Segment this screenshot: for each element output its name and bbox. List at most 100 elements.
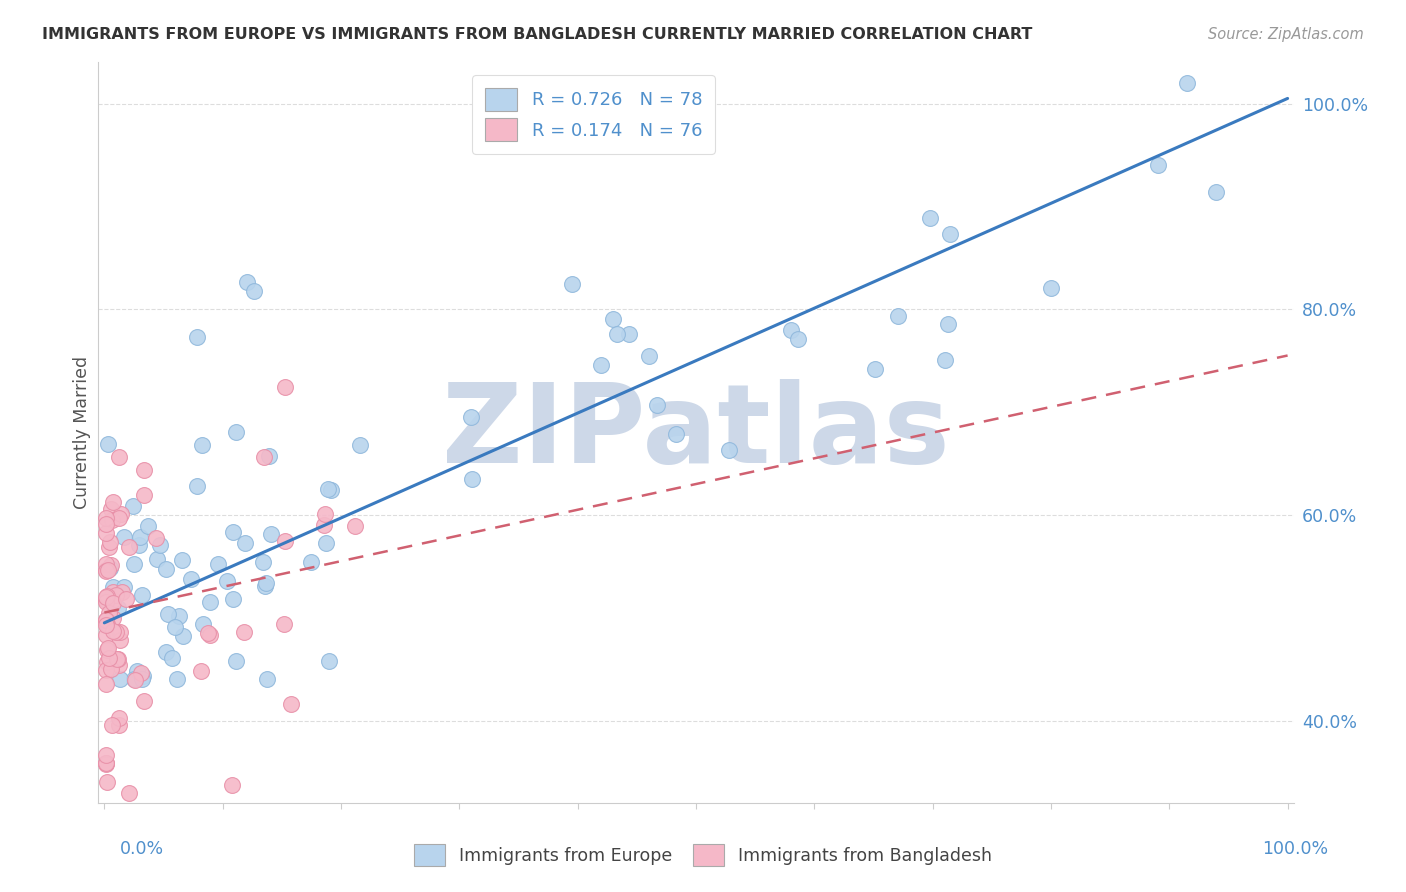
Point bbox=[169, 609, 191, 624]
Point bbox=[107, 511, 129, 525]
Text: ZIPatlas: ZIPatlas bbox=[441, 379, 950, 486]
Point bbox=[117, 540, 139, 554]
Point bbox=[127, 664, 149, 678]
Point bbox=[207, 558, 229, 572]
Point bbox=[314, 508, 336, 522]
Point bbox=[939, 227, 962, 241]
Point bbox=[132, 669, 155, 683]
Point bbox=[122, 673, 145, 687]
Point bbox=[108, 673, 131, 687]
Point bbox=[103, 624, 125, 639]
Point bbox=[233, 625, 256, 640]
Point bbox=[97, 541, 120, 555]
Point bbox=[602, 312, 624, 326]
Point bbox=[108, 718, 131, 732]
Point bbox=[1040, 281, 1063, 295]
Text: Source: ZipAtlas.com: Source: ZipAtlas.com bbox=[1208, 27, 1364, 42]
Point bbox=[112, 580, 135, 594]
Text: 100.0%: 100.0% bbox=[1263, 840, 1329, 858]
Point bbox=[122, 557, 145, 571]
Point bbox=[136, 519, 159, 533]
Point bbox=[96, 628, 118, 642]
Point bbox=[108, 710, 131, 724]
Point bbox=[101, 593, 124, 607]
Point bbox=[321, 483, 343, 498]
Point bbox=[103, 495, 125, 509]
Point bbox=[103, 611, 125, 625]
Point bbox=[155, 644, 177, 658]
Point bbox=[114, 591, 136, 606]
Point bbox=[186, 330, 208, 344]
Point bbox=[146, 551, 169, 566]
Point bbox=[124, 673, 146, 687]
Point bbox=[561, 277, 583, 292]
Point bbox=[132, 694, 155, 708]
Point bbox=[664, 426, 686, 441]
Point bbox=[280, 697, 302, 711]
Point bbox=[200, 628, 222, 642]
Point bbox=[197, 625, 219, 640]
Point bbox=[934, 352, 956, 367]
Point bbox=[112, 530, 135, 544]
Point bbox=[97, 563, 120, 577]
Point bbox=[637, 350, 659, 364]
Point bbox=[349, 437, 371, 451]
Point bbox=[128, 538, 150, 552]
Point bbox=[104, 588, 127, 602]
Point bbox=[98, 560, 121, 574]
Point bbox=[94, 618, 117, 632]
Point bbox=[190, 664, 212, 678]
Point bbox=[108, 450, 131, 465]
Point bbox=[96, 589, 118, 603]
Point bbox=[606, 327, 628, 342]
Point bbox=[222, 524, 245, 539]
Point bbox=[111, 584, 134, 599]
Point bbox=[96, 643, 118, 657]
Point bbox=[225, 425, 247, 439]
Point bbox=[1147, 158, 1170, 172]
Legend: Immigrants from Europe, Immigrants from Bangladesh: Immigrants from Europe, Immigrants from … bbox=[406, 838, 1000, 872]
Point bbox=[222, 592, 245, 607]
Point bbox=[243, 284, 266, 298]
Point bbox=[101, 584, 124, 599]
Point bbox=[617, 326, 640, 341]
Point bbox=[107, 652, 129, 666]
Point bbox=[96, 774, 118, 789]
Point bbox=[94, 563, 117, 577]
Point bbox=[260, 527, 283, 541]
Point bbox=[100, 502, 122, 516]
Point bbox=[299, 555, 322, 569]
Point bbox=[172, 629, 194, 643]
Point bbox=[274, 380, 297, 394]
Point bbox=[920, 211, 942, 225]
Point bbox=[221, 778, 243, 792]
Point bbox=[1205, 185, 1227, 199]
Point bbox=[94, 557, 117, 571]
Point bbox=[887, 309, 910, 323]
Point bbox=[97, 650, 120, 665]
Point bbox=[786, 332, 808, 346]
Point bbox=[101, 717, 124, 731]
Point bbox=[461, 472, 484, 486]
Point bbox=[94, 591, 117, 605]
Point bbox=[98, 535, 121, 549]
Point bbox=[96, 613, 118, 627]
Text: IMMIGRANTS FROM EUROPE VS IMMIGRANTS FROM BANGLADESH CURRENTLY MARRIED CORRELATI: IMMIGRANTS FROM EUROPE VS IMMIGRANTS FRO… bbox=[42, 27, 1032, 42]
Point bbox=[94, 676, 117, 690]
Point bbox=[100, 558, 122, 573]
Point bbox=[149, 538, 172, 552]
Point bbox=[96, 656, 118, 670]
Point bbox=[108, 632, 131, 647]
Point bbox=[253, 579, 276, 593]
Point bbox=[257, 449, 280, 463]
Point bbox=[256, 673, 278, 687]
Point bbox=[100, 662, 122, 676]
Point bbox=[94, 594, 117, 608]
Point bbox=[94, 747, 117, 762]
Point bbox=[97, 640, 120, 655]
Y-axis label: Currently Married: Currently Married bbox=[73, 356, 91, 509]
Point bbox=[94, 756, 117, 771]
Point bbox=[186, 479, 208, 493]
Point bbox=[132, 463, 155, 477]
Point bbox=[94, 525, 117, 540]
